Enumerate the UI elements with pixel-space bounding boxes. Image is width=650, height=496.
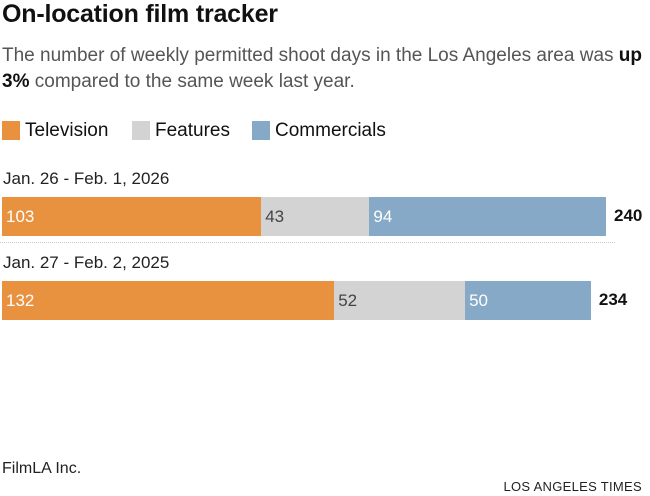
data-label-commercials-2026: 94 [373, 207, 393, 226]
bar-segment-commercials-2025: 50 [465, 281, 591, 320]
bar-segment-television-2026: 103 [2, 197, 262, 236]
data-label-features-2025: 52 [338, 291, 358, 310]
legend-swatch-television [2, 121, 20, 140]
data-label-television-2026: 103 [6, 207, 35, 226]
data-label-commercials-2025: 50 [469, 291, 488, 310]
data-label-television-2025: 132 [6, 291, 35, 310]
subtitle-text-start: The number of weekly permitted shoot day… [2, 45, 619, 66]
bar-segment-commercials-2026: 94 [369, 197, 606, 236]
legend-label-commercials: Commercials [275, 120, 386, 141]
total-label-2026: 240 [614, 206, 643, 225]
subtitle-emphasis: up 3% [2, 45, 643, 92]
data-label-features-2026: 43 [265, 207, 285, 226]
credit-line: LOS ANGELES TIMES [503, 479, 642, 494]
subtitle-text-end: compared to the same week last year. [29, 71, 355, 92]
chart-title: On-location film tracker [2, 0, 278, 28]
bar-segment-television-2025: 132 [2, 281, 335, 320]
legend-swatch-features [132, 121, 150, 140]
category-label-2025: Jan. 27 - Feb. 2, 2025 [3, 253, 170, 272]
chart-subtitle: The number of weekly permitted shoot day… [2, 43, 650, 95]
bar-segment-features-2026: 43 [261, 197, 370, 236]
legend-label-features: Features [155, 120, 230, 141]
legend-swatch-commercials [252, 121, 270, 140]
total-label-2025: 234 [598, 290, 628, 309]
source-note: FilmLA Inc. [2, 460, 82, 477]
bar-segment-features-2025: 52 [334, 281, 466, 320]
row-separator [0, 242, 615, 243]
legend-label-television: Television [25, 120, 109, 141]
category-label-2026: Jan. 26 - Feb. 1, 2026 [3, 169, 170, 188]
